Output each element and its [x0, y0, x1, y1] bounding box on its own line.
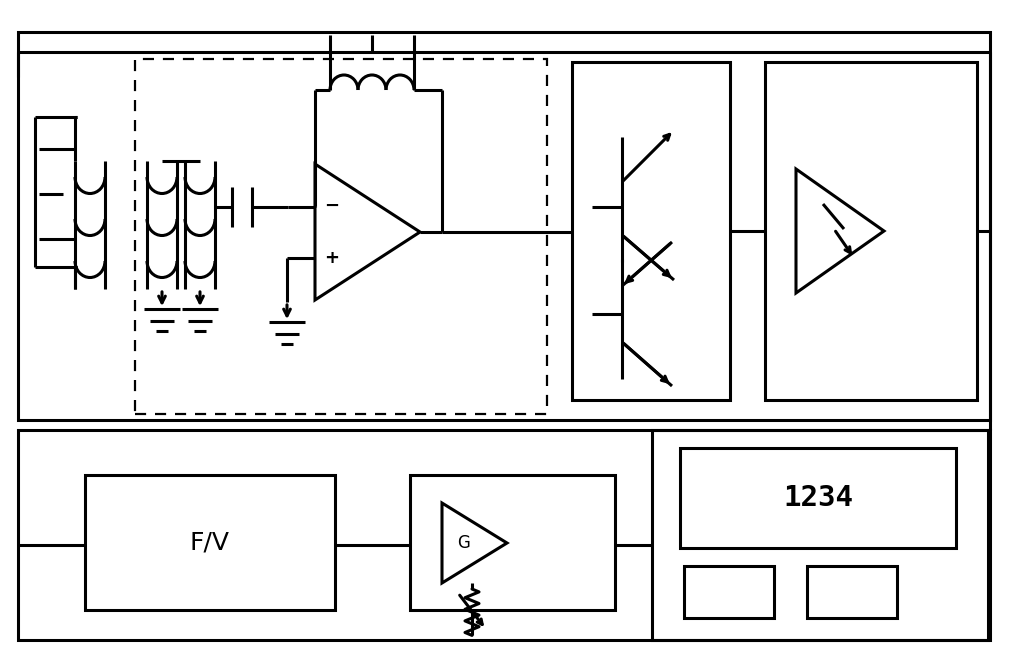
Text: F/V: F/V [190, 530, 230, 555]
Bar [572, 62, 730, 400]
Bar [652, 430, 988, 640]
Text: G: G [458, 534, 470, 552]
Bar [684, 566, 774, 618]
Bar [807, 566, 897, 618]
Bar [18, 430, 990, 640]
Bar [85, 475, 335, 610]
Bar [18, 32, 990, 420]
Bar [680, 448, 956, 548]
Text: +: + [324, 249, 339, 267]
Bar [765, 62, 977, 400]
Bar [135, 59, 547, 414]
Text: 1234: 1234 [783, 484, 853, 512]
Bar [410, 475, 615, 610]
Text: −: − [324, 197, 339, 215]
